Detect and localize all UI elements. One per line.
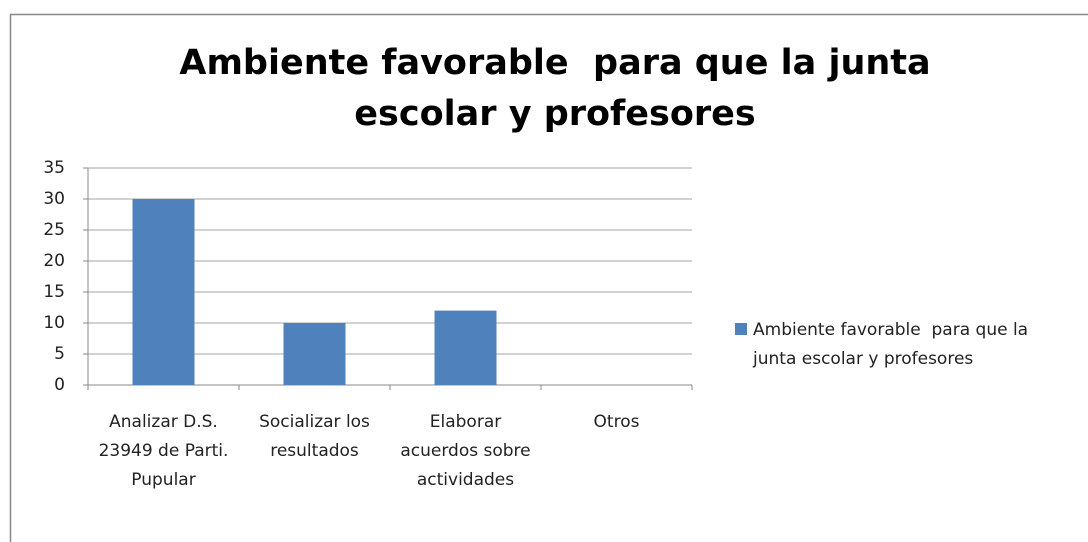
bar bbox=[283, 323, 346, 385]
chart-border bbox=[9, 13, 1088, 542]
y-tick-label: 15 bbox=[43, 282, 65, 302]
legend-swatch bbox=[735, 323, 747, 335]
bar bbox=[434, 310, 497, 385]
y-tick-label: 0 bbox=[54, 375, 65, 395]
y-tick-label: 30 bbox=[43, 189, 65, 209]
y-tick-label: 5 bbox=[54, 344, 65, 364]
x-tick-label: Analizar D.S. 23949 de Parti. Pupular bbox=[98, 412, 229, 490]
y-tick-label: 20 bbox=[43, 251, 65, 271]
y-tick-label: 35 bbox=[43, 158, 65, 178]
bar bbox=[132, 199, 195, 385]
x-tick-label: Socializar los resultados bbox=[259, 412, 370, 461]
y-tick-label: 25 bbox=[43, 220, 65, 240]
legend-label: Ambiente favorable para que la junta esc… bbox=[753, 320, 1034, 369]
chart-title: Ambiente favorable para que la junta esc… bbox=[179, 43, 943, 134]
x-tick-label: Otros bbox=[593, 412, 640, 432]
x-tick-label: Elaborar acuerdos sobre actividades bbox=[400, 412, 531, 490]
y-tick-label: 10 bbox=[43, 313, 65, 333]
